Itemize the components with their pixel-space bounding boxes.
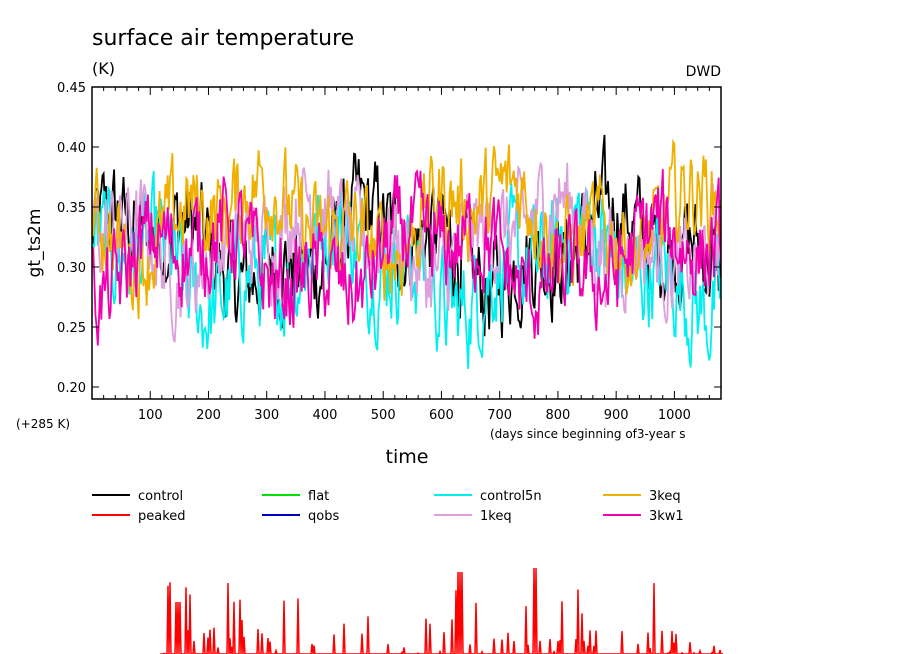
chart-units: (K): [92, 59, 115, 78]
x-tick-label: 500: [371, 408, 396, 423]
x-tick-label: 800: [546, 408, 571, 423]
legend-label-peaked: peaked: [138, 509, 186, 524]
x-tick-label: 900: [604, 408, 629, 423]
y-tick-label: 0.35: [57, 201, 86, 216]
y-tick-label: 0.25: [57, 321, 86, 336]
legend-label-3kw1: 3kw1: [649, 509, 684, 524]
x-tick-label: 400: [313, 408, 338, 423]
x-tick-label: 1000: [658, 408, 691, 423]
x-tick-label: 600: [429, 408, 454, 423]
x-axis-note: (days since beginning of3-year s: [490, 427, 686, 441]
chart-title: surface air temperature: [92, 26, 354, 51]
x-tick-label: 300: [254, 408, 279, 423]
series-layer: [92, 134, 721, 369]
tick-layer: 0.20 0.25 0.30 0.35 0.40 0.45 100 200 300 400 500 6…: [57, 81, 721, 423]
x-tick-label: 100: [138, 408, 163, 423]
legend-label-control5n: control5n: [480, 489, 542, 504]
legend-label-qobs: qobs: [308, 509, 339, 524]
legend-label-3keq: 3keq: [649, 489, 681, 504]
x-axis-label: time: [386, 446, 429, 468]
lower-panel: [160, 567, 723, 654]
source-label: DWD: [686, 64, 721, 80]
y-tick-label: 0.40: [57, 141, 86, 156]
lower-panel-series: [160, 567, 723, 654]
x-tick-label: 700: [487, 408, 512, 423]
y-tick-label: 0.30: [57, 261, 86, 276]
x-tick-label: 200: [196, 408, 221, 423]
series-line-3kw1: [92, 168, 721, 346]
legend-label-flat: flat: [308, 489, 329, 504]
y-tick-label: 0.45: [57, 81, 86, 96]
legend: control peaked flat qobs control5n 1keq 3keq 3k…: [92, 489, 684, 524]
legend-label-1keq: 1keq: [480, 509, 512, 524]
y-tick-label: 0.20: [57, 381, 86, 396]
legend-label-control: control: [138, 489, 183, 504]
offset-label: (+285 K): [16, 417, 70, 431]
y-axis-label: gt_ts2m: [25, 209, 45, 278]
